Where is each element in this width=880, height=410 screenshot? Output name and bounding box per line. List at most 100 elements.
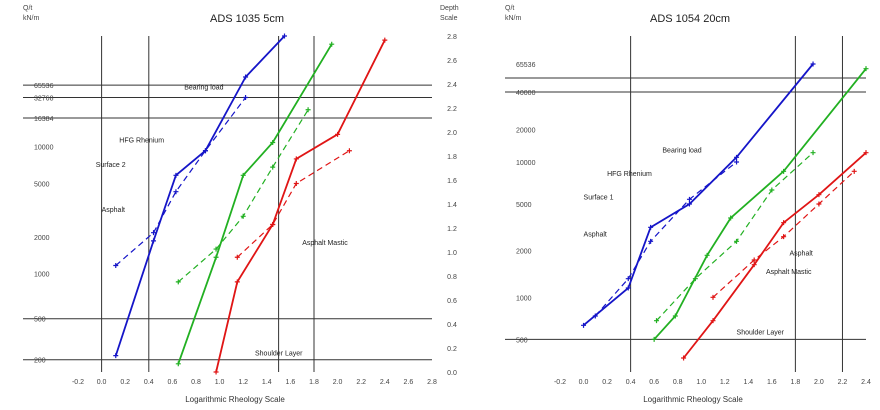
x-tick-label: 1.4 [743, 379, 753, 386]
data-point [692, 276, 698, 282]
chart-panel-1: ADS 1054 20cmQ/tkN/m65536400002000010000… [505, 5, 871, 404]
series-line-1 [115, 97, 247, 266]
y-tick-label: 40000 [516, 90, 536, 97]
annotation-label: Asphalt [790, 250, 813, 257]
y2-tick-label: 0.8 [447, 274, 457, 281]
y2-tick-label: 2.4 [447, 82, 457, 89]
y-tick-label: 65536 [34, 83, 54, 90]
data-point [240, 172, 246, 178]
data-point [704, 252, 710, 258]
series-line-2 [177, 43, 333, 365]
y2-tick-label: 1.0 [447, 250, 457, 257]
y-tick-label: 20000 [516, 127, 536, 134]
x-tick-label: 2.2 [356, 379, 366, 386]
y-tick-label: 2000 [34, 235, 50, 242]
annotation-label: Asphalt [584, 232, 607, 239]
annotation-label: HFG Rhenium [607, 171, 652, 178]
y-tick-label: 2000 [516, 249, 532, 256]
data-point [625, 285, 631, 291]
x-tick-label: 1.8 [791, 379, 801, 386]
data-point [113, 262, 119, 268]
data-point [335, 131, 341, 137]
data-point [710, 294, 716, 300]
x-tick-label: 0.2 [120, 379, 130, 386]
data-point [213, 369, 219, 375]
data-point [202, 148, 208, 154]
data-point [240, 213, 246, 219]
y2-tick-label: 2.8 [447, 34, 457, 41]
data-point [592, 313, 598, 319]
y-tick-label: 200 [34, 358, 46, 365]
y2-tick-label: 0.0 [447, 370, 457, 377]
x-tick-label: 1.2 [238, 379, 248, 386]
y-tick-label: 5000 [516, 202, 532, 209]
y-tick-label: 10000 [516, 160, 536, 167]
data-point [781, 234, 787, 240]
y2-tick-label: 2.2 [447, 106, 457, 113]
x-tick-label: 1.6 [286, 379, 296, 386]
y2-tick-label: 1.4 [447, 202, 457, 209]
series-line-2 [653, 68, 867, 340]
data-point [346, 148, 352, 154]
y-tick-label: 32768 [34, 95, 54, 102]
x-tick-label: -0.2 [554, 379, 566, 386]
data-point [781, 168, 787, 174]
y-axis-label: Q/t [23, 5, 32, 12]
data-point [816, 201, 822, 207]
data-point [581, 322, 587, 328]
data-point [851, 168, 857, 174]
data-point [781, 220, 787, 226]
data-point [151, 230, 157, 236]
data-point [651, 336, 657, 342]
y-tick-label: 1000 [516, 295, 532, 302]
data-point [329, 41, 335, 47]
series-line-0 [114, 35, 286, 356]
chart-title: ADS 1054 20cm [650, 13, 730, 25]
data-point [863, 150, 869, 156]
y-tick-label: 65536 [516, 62, 536, 69]
y-tick-label: 500 [516, 337, 528, 344]
y2-tick-label: 0.6 [447, 298, 457, 305]
x-tick-label: 1.0 [696, 379, 706, 386]
data-point [810, 150, 816, 156]
data-point [751, 262, 757, 268]
data-point [769, 187, 775, 193]
y-axis-label: kN/m [505, 15, 522, 22]
x-tick-label: 0.2 [602, 379, 612, 386]
data-point [625, 276, 631, 282]
data-point [213, 254, 219, 260]
x-tick-label: 0.6 [649, 379, 659, 386]
y-axis-label: Q/t [505, 5, 514, 12]
data-point [672, 313, 678, 319]
data-point [686, 201, 692, 207]
data-point [751, 257, 757, 263]
y2-tick-label: 0.2 [447, 346, 457, 353]
y2-axis-label: Depth [440, 5, 459, 12]
data-point [173, 189, 179, 195]
data-point [175, 279, 181, 285]
annotation-label: Shoulder Layer [255, 351, 303, 358]
y2-tick-label: 1.2 [447, 226, 457, 233]
x-tick-label: 0.4 [144, 379, 154, 386]
data-point [686, 196, 692, 202]
data-point [728, 215, 734, 221]
annotation-label: Shoulder Layer [737, 330, 785, 337]
y2-tick-label: 1.6 [447, 178, 457, 185]
y-tick-label: 5000 [34, 182, 50, 189]
data-point [710, 318, 716, 324]
y2-tick-label: 0.4 [447, 322, 457, 329]
data-point [734, 159, 740, 165]
data-point [681, 355, 687, 361]
data-point [734, 238, 740, 244]
annotation-label: Surface 2 [96, 162, 126, 169]
data-point [305, 107, 311, 113]
x-tick-label: 2.8 [427, 379, 437, 386]
data-point [173, 172, 179, 178]
annotation-label: Bearing load [184, 84, 223, 91]
data-point [175, 361, 181, 367]
data-point [270, 140, 276, 146]
x-tick-label: 1.8 [309, 379, 319, 386]
chart-title: ADS 1035 5cm [210, 13, 284, 25]
chart-panel-0: ADS 1035 5cm Q/t kN/m 65536 32768 16384 10000 5… [23, 5, 459, 404]
y-tick-label: 10000 [34, 145, 54, 152]
